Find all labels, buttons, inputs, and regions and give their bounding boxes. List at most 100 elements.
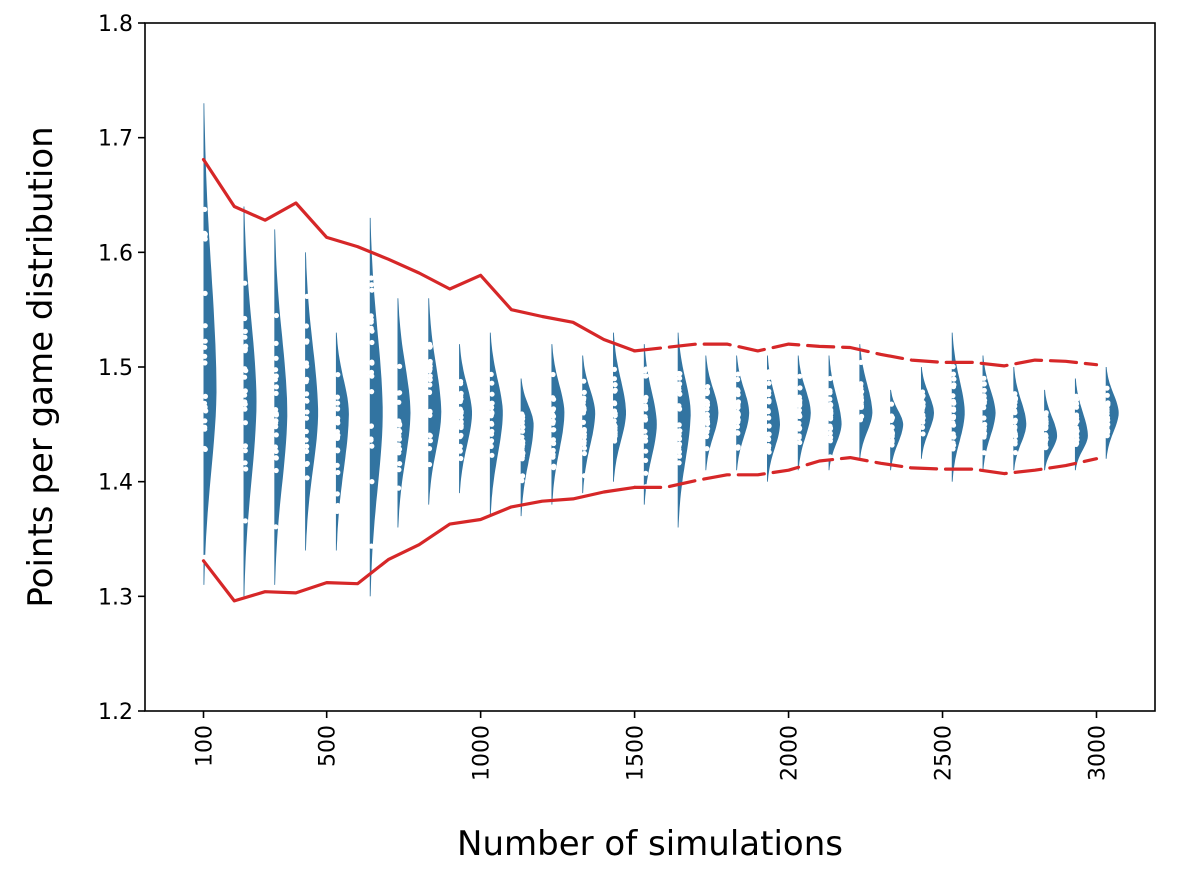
- sample-point: [735, 410, 741, 416]
- sample-point: [642, 434, 649, 440]
- sample-point: [950, 384, 957, 390]
- sample-point: [735, 415, 741, 421]
- sample-point: [273, 407, 279, 413]
- sample-point: [888, 401, 895, 407]
- sample-point: [766, 436, 772, 443]
- sample-point: [304, 376, 310, 382]
- sample-point: [304, 293, 310, 299]
- sample-point: [981, 405, 987, 411]
- y-tick-label: 1.3: [98, 585, 133, 610]
- sample-point: [581, 405, 587, 411]
- sample-point: [858, 398, 864, 404]
- sample-point: [202, 233, 208, 239]
- sample-point: [735, 376, 741, 383]
- sample-point: [519, 420, 525, 426]
- sample-point: [396, 436, 402, 442]
- sample-point: [396, 442, 402, 448]
- sample-point: [396, 446, 403, 452]
- sample-point: [488, 438, 495, 444]
- sample-point: [335, 415, 341, 421]
- sample-point: [335, 505, 341, 511]
- sample-point: [920, 393, 926, 399]
- violin-shape: [1044, 389, 1058, 471]
- sample-point: [581, 434, 587, 440]
- sample-point: [202, 338, 208, 344]
- sample-point: [304, 339, 310, 345]
- sample-point: [766, 449, 772, 455]
- sample-point: [242, 420, 248, 426]
- sample-point: [643, 448, 649, 454]
- violin-shape: [677, 332, 691, 528]
- sample-point: [827, 375, 833, 382]
- sample-point: [519, 478, 525, 484]
- sample-point: [427, 343, 433, 349]
- sample-point: [704, 411, 710, 417]
- upper_bound-line-solid: [201, 157, 637, 353]
- sample-point: [303, 415, 310, 421]
- x-axis-ticks: 100 500 1000 1500 2000 2500 3000: [193, 711, 1110, 781]
- upper_bound-line-dashed: [633, 342, 1099, 368]
- sample-point: [611, 418, 617, 424]
- sample-point: [612, 413, 618, 419]
- sample-point: [368, 437, 374, 443]
- sample-point: [519, 434, 525, 440]
- sample-point: [950, 431, 956, 437]
- y-axis-ticks: 1.2 1.3 1.4 1.5 1.6 1.7 1.8: [98, 12, 145, 725]
- sample-point: [704, 418, 710, 424]
- sample-point: [303, 428, 309, 435]
- sample-point: [273, 432, 279, 438]
- sample-point: [677, 371, 683, 377]
- sample-point: [334, 435, 341, 441]
- sample-point: [1104, 415, 1111, 421]
- sample-point: [827, 430, 833, 436]
- sample-point: [827, 404, 833, 410]
- sample-point: [950, 364, 956, 370]
- sample-point: [612, 423, 618, 429]
- sample-point: [335, 469, 341, 476]
- sample-point: [202, 206, 208, 212]
- sample-point: [397, 390, 403, 396]
- sample-point: [242, 406, 248, 412]
- sample-point: [581, 450, 588, 457]
- sample-point: [677, 375, 683, 381]
- sample-point: [335, 406, 341, 412]
- x-tick-label: 3000: [1085, 725, 1110, 781]
- sample-point: [857, 404, 864, 410]
- sample-point: [950, 415, 957, 421]
- sample-point: [612, 438, 618, 444]
- sample-point: [735, 430, 741, 436]
- sample-point: [612, 388, 618, 394]
- x-tick-label: 500: [316, 725, 341, 767]
- lower_bound-line-dashed: [633, 456, 1099, 489]
- violin-shape: [489, 332, 503, 517]
- sample-point: [242, 388, 248, 394]
- violin-shape: [428, 298, 442, 505]
- sample-point: [950, 422, 957, 428]
- sample-point: [796, 420, 802, 426]
- sample-point: [457, 448, 463, 454]
- sample-point: [368, 423, 374, 429]
- sample-point: [1012, 419, 1018, 425]
- sample-point: [273, 390, 279, 396]
- sample-point: [1073, 431, 1079, 437]
- sample-point: [735, 419, 741, 425]
- sample-point: [889, 416, 895, 422]
- sample-point: [488, 405, 495, 411]
- sample-point: [704, 390, 711, 396]
- y-axis-title: Points per game distribution: [21, 126, 61, 607]
- sample-point: [202, 393, 208, 399]
- sample-point: [427, 373, 433, 379]
- sample-point: [581, 378, 587, 384]
- sample-point: [551, 396, 557, 402]
- sample-point: [551, 463, 557, 469]
- violin-shape: [705, 355, 719, 471]
- sample-point: [858, 393, 864, 399]
- sample-point: [368, 313, 374, 319]
- sample-point: [643, 457, 649, 463]
- sample-point: [951, 400, 957, 406]
- y-tick-label: 1.4: [98, 471, 133, 496]
- sample-point: [426, 389, 433, 395]
- sample-point: [766, 380, 772, 386]
- sample-point: [550, 447, 556, 453]
